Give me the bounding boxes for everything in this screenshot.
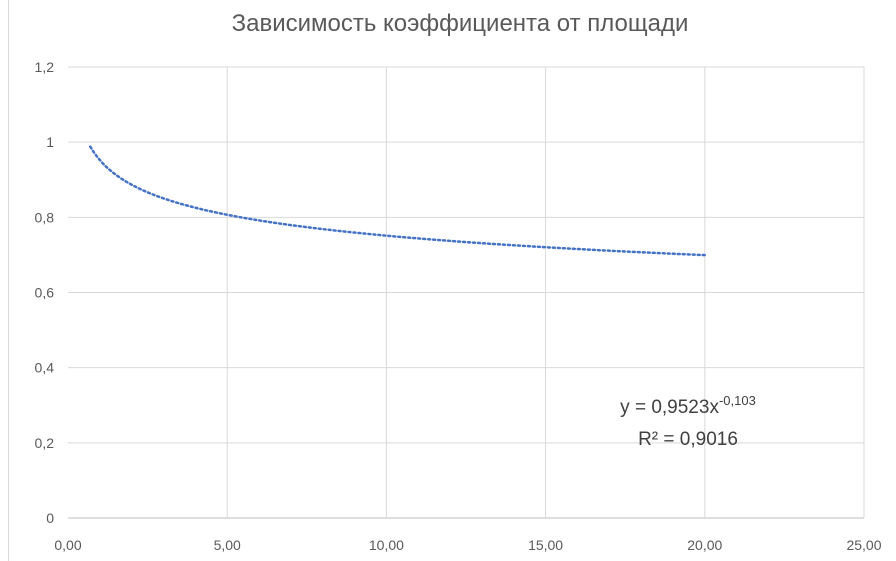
trendline bbox=[89, 145, 707, 257]
grid-lines bbox=[68, 66, 865, 519]
chart-title: Зависимость коэффициента от площади bbox=[231, 10, 689, 37]
y-tick-label: 0,4 bbox=[35, 360, 55, 376]
y-tick-label: 0,2 bbox=[35, 435, 55, 451]
y-tick-label: 1 bbox=[46, 134, 54, 150]
y-tick-label: 0 bbox=[46, 510, 54, 526]
x-tick-label: 10,00 bbox=[369, 537, 404, 553]
x-tick-labels: 0,00 5,00 10,00 15,00 20,00 25,00 bbox=[54, 537, 881, 553]
trendline-equation: y = 0,9523x-0,103 bbox=[620, 393, 756, 418]
x-tick-label: 20,00 bbox=[687, 537, 722, 553]
y-tick-label: 1,2 bbox=[35, 59, 55, 75]
left-border bbox=[8, 0, 9, 561]
y-tick-label: 0,8 bbox=[35, 209, 55, 225]
x-tick-label: 0,00 bbox=[54, 537, 81, 553]
y-tick-label: 0,6 bbox=[35, 285, 55, 301]
x-tick-label: 15,00 bbox=[528, 537, 563, 553]
x-tick-label: 25,00 bbox=[846, 537, 881, 553]
y-tick-labels: 0 0,2 0,4 0,6 0,8 1 1,2 bbox=[35, 59, 55, 526]
x-tick-label: 5,00 bbox=[214, 537, 241, 553]
r-squared-label: R² = 0,9016 bbox=[638, 429, 738, 450]
